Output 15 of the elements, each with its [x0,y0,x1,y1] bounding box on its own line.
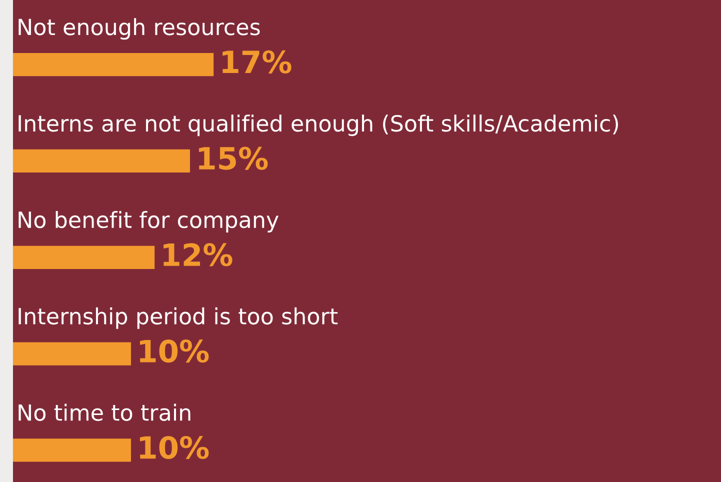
y-tick-label: Not enough resources [18,18,260,40]
data-label: 15% [198,146,268,170]
data-label: 17% [222,50,292,74]
data-label: 10% [140,340,209,363]
bar [12,53,214,76]
bar [12,438,131,462]
y-tick-label: Internship period is too short [18,307,338,329]
y-tick-label: No benefit for company [18,210,278,232]
bar [12,342,131,366]
bar [12,149,190,173]
y-tick-label: No time to train [18,404,190,421]
data-label: 12% [164,243,232,266]
bar [12,246,155,269]
y-tick-label: Interns are not qualified enough (Soft skills/Academic) [18,114,618,136]
data-label: 10% [140,436,209,460]
